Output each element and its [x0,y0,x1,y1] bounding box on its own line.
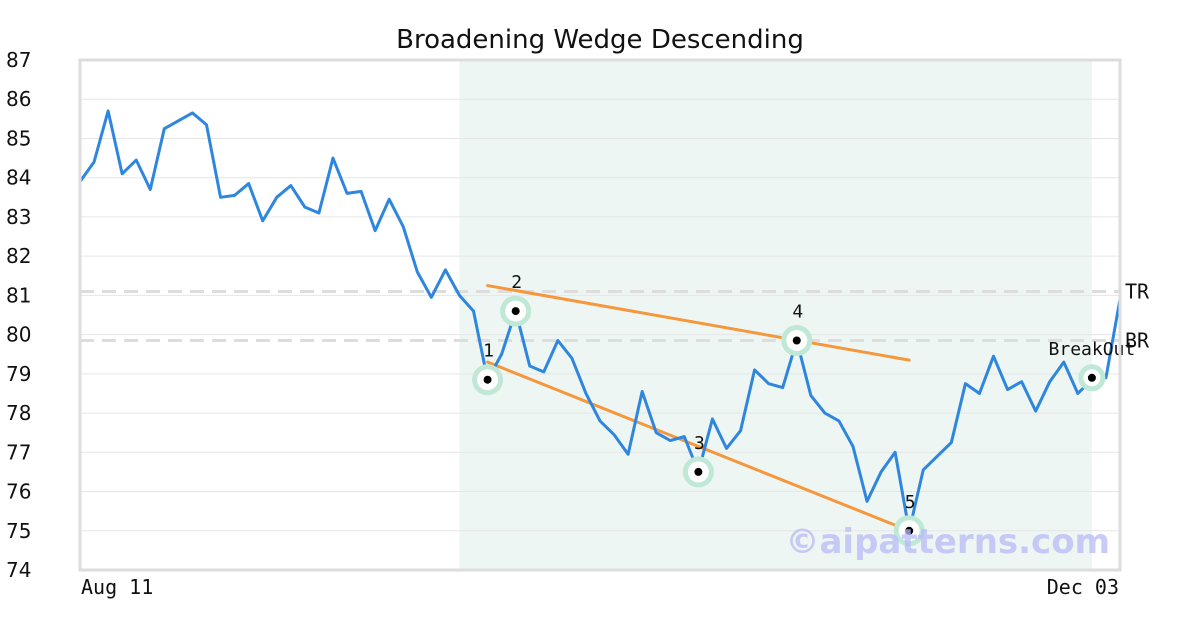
y-tick-label: 82 [6,244,31,268]
x-tick-label-start: Aug 11 [81,575,153,599]
pattern-point-label-1: 1 [483,341,494,362]
pattern-zone-layer [459,60,1092,570]
trend-line-layer [486,284,911,533]
plot-frame [78,58,1122,572]
reference-label-tr: TR [1125,279,1150,303]
pattern-point-label-3: 3 [694,433,705,454]
pattern-point-1 [483,375,492,384]
series-layer [78,109,1122,533]
y-tick-label: 79 [6,362,31,386]
y-tick-label: 76 [6,480,31,504]
y-axis-ticks: 74 75 76 77 78 79 80 81 82 83 84 85 86 87 [6,48,31,582]
pattern-point-label-5: 5 [905,492,916,513]
price-line [78,109,1122,533]
y-tick-label: 81 [6,283,31,307]
y-tick-label: 75 [6,519,31,543]
y-tick-label: 77 [6,440,31,464]
chart-title: Broadening Wedge Descending [396,25,804,55]
trend-line-2 [486,284,911,362]
pattern-point-5 [905,526,914,535]
trend-line-1 [486,360,911,533]
pattern-point-label-2: 2 [511,272,522,293]
reference-label-br: BR [1125,329,1150,353]
pattern-point-2 [511,307,520,316]
y-tick-label: 84 [6,166,31,190]
watermark: ©aipatterns.com [785,522,1110,562]
x-tick-label-end: Dec 03 [1047,575,1119,599]
y-tick-label: 74 [6,558,31,582]
pattern-points-layer: 1 2 3 4 5 BreakOut [472,272,1136,547]
breakout-point [1087,373,1096,382]
y-tick-label: 83 [6,205,31,229]
y-tick-label: 78 [6,401,31,425]
y-tick-label: 86 [6,87,31,111]
pattern-point-4 [792,336,801,345]
grid-layer [80,98,1120,532]
pattern-point-label-4: 4 [792,302,803,323]
y-tick-label: 80 [6,323,31,347]
reference-line-layer: TR BR [80,279,1150,353]
pattern-point-3 [694,467,703,476]
y-tick-label: 85 [6,126,31,150]
pattern-zone [459,60,1092,570]
y-tick-label: 87 [6,48,31,72]
breakout-label: BreakOut [1049,339,1136,360]
